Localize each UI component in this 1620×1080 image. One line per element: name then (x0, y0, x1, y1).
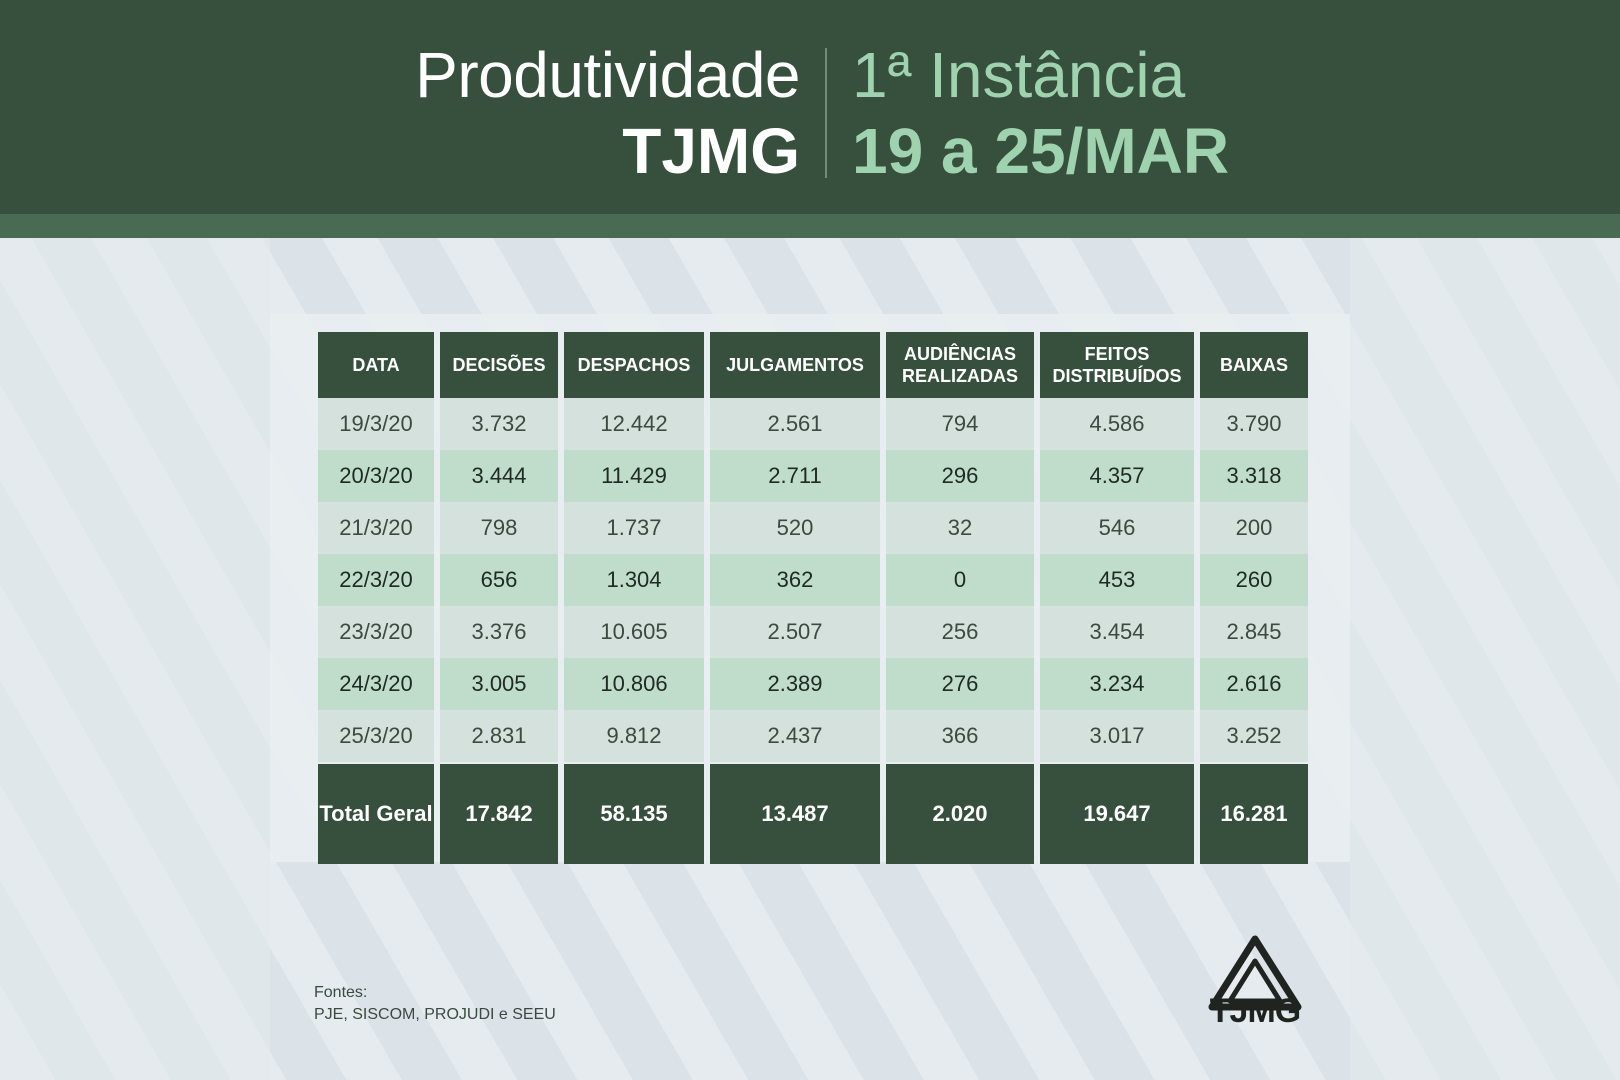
date-cell: 21/3/20 (318, 502, 434, 554)
value-cell: 3.005 (440, 658, 558, 710)
value-cell: 256 (886, 606, 1034, 658)
title-divider (825, 48, 827, 178)
value-cell: 3.732 (440, 398, 558, 450)
value-cell: 1.737 (564, 502, 704, 554)
value-cell: 2.507 (710, 606, 880, 658)
date-cell: 19/3/20 (318, 398, 434, 450)
column-header: BAIXAS (1200, 332, 1308, 398)
column-header: AUDIÊNCIAS REALIZADAS (886, 332, 1034, 398)
sources-list: PJE, SISCOM, PROJUDI e SEEU (314, 1006, 556, 1023)
date-cell: 20/3/20 (318, 450, 434, 502)
table-header-row: DATA DECISÕES DESPACHOS JULGAMENTOS AUDIÊNCI… (318, 332, 1308, 398)
value-cell: 546 (1040, 502, 1194, 554)
value-cell: 2.561 (710, 398, 880, 450)
title-period: 19 a 25/MAR (852, 115, 1230, 187)
table-row: 23/3/20 3.376 10.605 2.507 256 3.454 2.845 (318, 606, 1308, 658)
date-cell: 24/3/20 (318, 658, 434, 710)
title-tjmg: TJMG (622, 115, 800, 187)
column-header: DESPACHOS (564, 332, 704, 398)
column-header: FEITOS DISTRIBUÍDOS (1040, 332, 1194, 398)
value-cell: 12.442 (564, 398, 704, 450)
total-cell: 19.647 (1040, 762, 1194, 864)
value-cell: 656 (440, 554, 558, 606)
value-cell: 0 (886, 554, 1034, 606)
sources-note: Fontes: PJE, SISCOM, PROJUDI e SEEU (314, 982, 556, 1026)
total-cell: 17.842 (440, 762, 558, 864)
value-cell: 3.318 (1200, 450, 1308, 502)
tjmg-logo-icon (1208, 935, 1302, 1011)
value-cell: 4.586 (1040, 398, 1194, 450)
table-row: 25/3/20 2.831 9.812 2.437 366 3.017 3.252 (318, 710, 1308, 762)
table-row: 22/3/20 656 1.304 362 0 453 260 (318, 554, 1308, 606)
value-cell: 276 (886, 658, 1034, 710)
value-cell: 366 (886, 710, 1034, 762)
date-cell: 25/3/20 (318, 710, 434, 762)
sources-label: Fontes: (314, 984, 368, 1001)
column-header: DECISÕES (440, 332, 558, 398)
date-cell: 22/3/20 (318, 554, 434, 606)
background-side-right (1350, 238, 1620, 1080)
value-cell: 3.017 (1040, 710, 1194, 762)
total-label: Total Geral (318, 762, 434, 864)
title-produtividade: Produtividade (415, 39, 800, 111)
value-cell: 2.437 (710, 710, 880, 762)
value-cell: 3.376 (440, 606, 558, 658)
table-body: 19/3/20 3.732 12.442 2.561 794 4.586 3.790 20/3… (318, 398, 1308, 864)
date-cell: 23/3/20 (318, 606, 434, 658)
value-cell: 2.389 (710, 658, 880, 710)
value-cell: 3.234 (1040, 658, 1194, 710)
value-cell: 9.812 (564, 710, 704, 762)
logo-text: TJMG (1209, 992, 1301, 1030)
column-header: DATA (318, 332, 434, 398)
title-right: 1ª Instância 19 a 25/MAR (852, 36, 1229, 188)
total-cell: 13.487 (710, 762, 880, 864)
productivity-table: DATA DECISÕES DESPACHOS JULGAMENTOS AUDIÊNCI… (312, 332, 1314, 864)
table-row: 19/3/20 3.732 12.442 2.561 794 4.586 3.790 (318, 398, 1308, 450)
total-cell: 2.020 (886, 762, 1034, 864)
value-cell: 11.429 (564, 450, 704, 502)
value-cell: 798 (440, 502, 558, 554)
total-cell: 58.135 (564, 762, 704, 864)
header-band (0, 214, 1620, 238)
value-cell: 4.357 (1040, 450, 1194, 502)
value-cell: 260 (1200, 554, 1308, 606)
value-cell: 2.831 (440, 710, 558, 762)
value-cell: 10.605 (564, 606, 704, 658)
value-cell: 362 (710, 554, 880, 606)
value-cell: 3.444 (440, 450, 558, 502)
table-row: 20/3/20 3.444 11.429 2.711 296 4.357 3.318 (318, 450, 1308, 502)
header-banner: Produtividade TJMG 1ª Instância 19 a 25/… (0, 0, 1620, 214)
value-cell: 3.790 (1200, 398, 1308, 450)
value-cell: 2.616 (1200, 658, 1308, 710)
title-left: Produtividade TJMG (415, 36, 800, 188)
total-cell: 16.281 (1200, 762, 1308, 864)
value-cell: 32 (886, 502, 1034, 554)
value-cell: 453 (1040, 554, 1194, 606)
value-cell: 794 (886, 398, 1034, 450)
value-cell: 2.845 (1200, 606, 1308, 658)
table-row: 21/3/20 798 1.737 520 32 546 200 (318, 502, 1308, 554)
value-cell: 296 (886, 450, 1034, 502)
value-cell: 200 (1200, 502, 1308, 554)
value-cell: 520 (710, 502, 880, 554)
title-instancia: 1ª Instância (852, 39, 1186, 111)
value-cell: 10.806 (564, 658, 704, 710)
column-header: JULGAMENTOS (710, 332, 880, 398)
table-row: 24/3/20 3.005 10.806 2.389 276 3.234 2.616 (318, 658, 1308, 710)
value-cell: 3.454 (1040, 606, 1194, 658)
value-cell: 1.304 (564, 554, 704, 606)
total-row: Total Geral 17.842 58.135 13.487 2.020 19.647… (318, 762, 1308, 864)
value-cell: 3.252 (1200, 710, 1308, 762)
background-side-left (0, 238, 270, 1080)
value-cell: 2.711 (710, 450, 880, 502)
